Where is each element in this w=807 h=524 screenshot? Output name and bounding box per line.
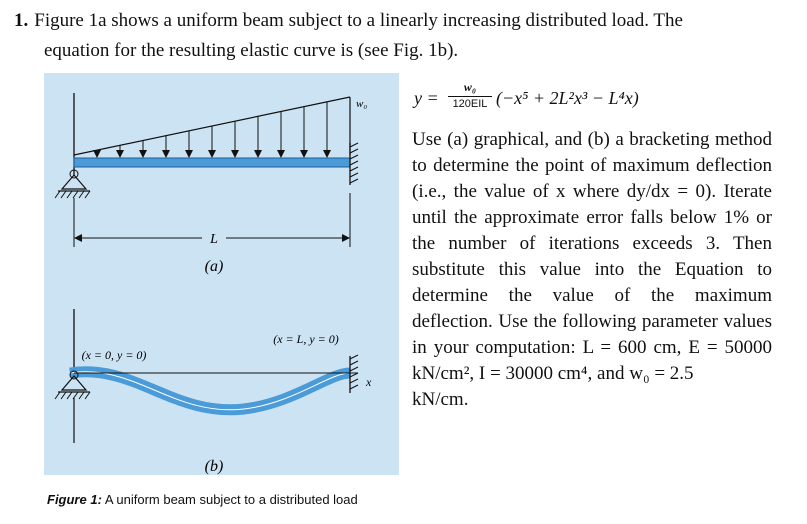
pin-support-b	[54, 370, 91, 400]
instructions-last-line: kN/cm.	[412, 389, 469, 410]
beam-a	[73, 157, 351, 168]
fixed-wall-b	[349, 354, 359, 393]
equation-rhs: (−x⁵ + 2L²x³ − L⁴x)	[496, 88, 639, 108]
load-arrows	[93, 102, 331, 158]
equation-lhs: y =	[414, 88, 439, 108]
right-support-label: (x = L, y = 0)	[273, 332, 339, 346]
dimension-arrowhead-right	[342, 234, 350, 242]
figure-part-b: (x = 0, y = 0) (x = L, y = 0) x	[54, 309, 372, 475]
figure-panel: w₀	[44, 73, 399, 475]
fixed-wall-a	[349, 142, 359, 185]
problem-statement: 1. Figure 1a shows a uniform beam subject…	[14, 6, 794, 66]
beam-figure: w₀	[54, 93, 372, 475]
intro-line-2: equation for the resulting elastic curve…	[44, 40, 459, 61]
problem-number: 1.	[14, 10, 29, 31]
fraction-bar	[448, 96, 492, 97]
beam-centerline	[69, 371, 351, 411]
dimension-arrowhead-left	[74, 234, 82, 242]
caption-prefix: Figure 1:	[47, 492, 102, 507]
caption-text: A uniform beam subject to a distributed …	[104, 492, 358, 507]
figure-caption: Figure 1: A uniform beam subject to a di…	[47, 492, 358, 507]
x-axis-label: x	[365, 375, 372, 389]
equation-numerator: w₀	[463, 80, 477, 94]
equation-fraction: w₀ 120EIL	[448, 80, 492, 111]
load-label: w₀	[356, 98, 367, 110]
length-label: L	[209, 232, 218, 247]
part-a-label: (a)	[205, 258, 224, 275]
instructions-text: Use (a) graphical, and (b) a bracketing …	[412, 127, 772, 413]
intro-line-1: Figure 1a shows a uniform beam subject t…	[34, 10, 683, 31]
figure-part-a: w₀	[54, 93, 367, 275]
equation-denominator: 120EIL	[452, 98, 488, 110]
deflected-beam	[69, 366, 351, 416]
left-support-label: (x = 0, y = 0)	[82, 348, 147, 362]
instructions-paragraph: Use (a) graphical, and (b) a bracketing …	[412, 129, 772, 384]
pin-support-a	[54, 169, 91, 199]
part-b-label: (b)	[205, 458, 224, 475]
